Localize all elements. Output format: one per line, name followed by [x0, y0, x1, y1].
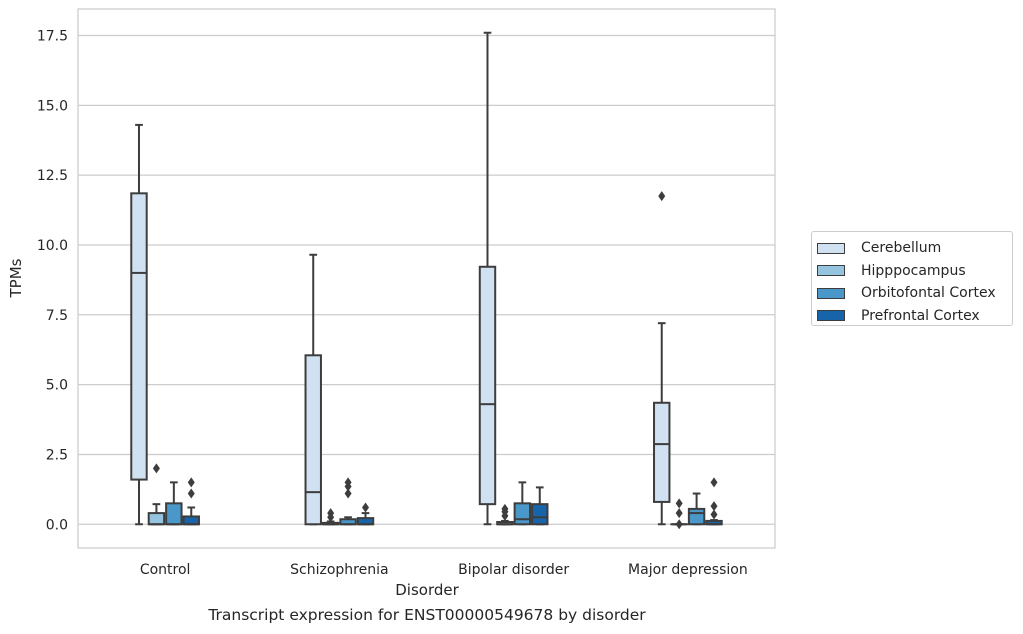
- outlier-point: [710, 501, 718, 512]
- y-axis-title: TPMs: [7, 258, 25, 298]
- y-tick-label: 10.0: [37, 238, 68, 254]
- box: [356, 502, 375, 526]
- outlier-point: [658, 191, 666, 202]
- legend-item-cerebellum: Cerebellum: [817, 237, 1012, 260]
- box: [670, 498, 688, 530]
- box: [687, 492, 706, 526]
- x-tick-label: Major depression: [628, 562, 748, 578]
- y-tick-label: 2.5: [46, 447, 68, 463]
- x-tick-labels: Control Schizophrenia Bipolar disorder Majo…: [140, 562, 748, 578]
- box-body: [147, 512, 166, 526]
- y-tick-label: 5.0: [46, 378, 68, 394]
- box: [321, 508, 340, 526]
- outlier-point: [710, 477, 718, 488]
- boxes: [130, 31, 723, 530]
- x-axis-title: Disorder: [395, 581, 459, 599]
- legend-item-hippocampus: Hipppocampus: [817, 260, 1012, 283]
- legend: Cerebellum Hipppocampus Orbitofontal Cor…: [811, 231, 1013, 326]
- box: [339, 477, 357, 526]
- outlier-point: [501, 503, 509, 514]
- x-tick-label: Bipolar disorder: [458, 562, 569, 578]
- box: [705, 477, 723, 526]
- y-tick-label: 15.0: [37, 98, 68, 114]
- outlier-point: [152, 463, 160, 474]
- x-tick-label: Control: [140, 562, 191, 578]
- legend-swatch: [817, 265, 845, 277]
- x-tick-label: Schizophrenia: [290, 562, 388, 578]
- box-body: [304, 354, 322, 526]
- outlier-point: [362, 502, 370, 513]
- box-body: [513, 502, 532, 526]
- y-tick-label: 7.5: [46, 308, 68, 324]
- outlier-point: [327, 508, 335, 519]
- y-tick-label: 17.5: [37, 29, 68, 45]
- box: [147, 463, 166, 526]
- box-body: [531, 503, 549, 526]
- y-tick-label: 0.0: [46, 517, 68, 533]
- outlier-point: [344, 477, 352, 488]
- outlier-point: [710, 509, 718, 520]
- box: [304, 253, 322, 526]
- box-body: [165, 502, 183, 526]
- legend-label: Cerebellum: [861, 240, 942, 257]
- y-tick-label: 12.5: [37, 168, 68, 184]
- chart-caption: Transcript expression for ENST0000054967…: [208, 606, 646, 624]
- outlier-point: [344, 488, 352, 499]
- box: [653, 191, 671, 526]
- box-body: [478, 265, 497, 506]
- box-body: [130, 192, 148, 481]
- legend-swatch: [817, 287, 845, 299]
- legend-swatch: [817, 310, 845, 322]
- box: [531, 486, 549, 526]
- box: [513, 481, 532, 526]
- outlier-point: [675, 498, 683, 509]
- box: [182, 477, 200, 526]
- outlier-point: [187, 477, 195, 488]
- legend-label: Orbitofontal Cortex: [861, 285, 996, 302]
- legend-item-prefrontal-cortex: Prefrontal Cortex: [817, 305, 1012, 328]
- outlier-point: [675, 519, 683, 530]
- legend-label: Prefrontal Cortex: [861, 307, 980, 324]
- box-body: [182, 515, 200, 526]
- box: [165, 481, 183, 526]
- box: [130, 123, 148, 526]
- outlier-point: [187, 488, 195, 499]
- legend-label: Hipppocampus: [861, 262, 966, 279]
- box: [496, 503, 514, 526]
- y-tick-labels: 0.0 2.5 5.0 7.5 10.0 12.5 15.0 17.5: [37, 29, 68, 534]
- legend-item-orbitofrontal-cortex: Orbitofontal Cortex: [817, 282, 1012, 305]
- box: [478, 31, 497, 526]
- box-body: [653, 401, 671, 503]
- legend-swatch: [817, 242, 845, 254]
- box-body: [687, 507, 706, 526]
- outlier-point: [675, 508, 683, 519]
